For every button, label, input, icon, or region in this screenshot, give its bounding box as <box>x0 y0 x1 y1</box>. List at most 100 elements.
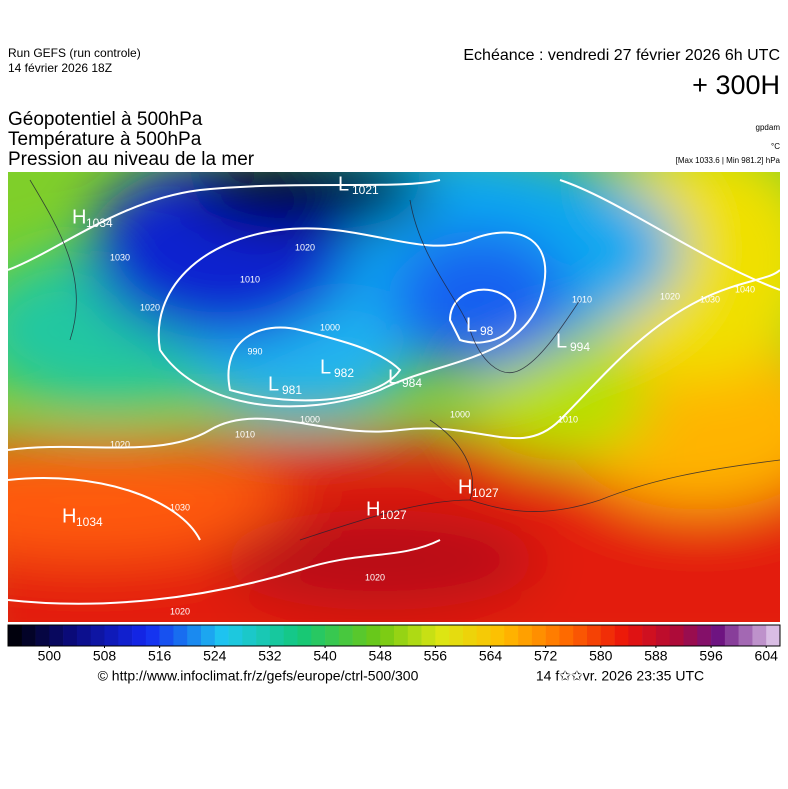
colorbar-swatch <box>531 625 546 646</box>
colorbar: 500 508 516 524 532 540 548 556 564 572 580 588 596 6… <box>7 624 781 664</box>
contour-label: 1000 <box>320 322 340 332</box>
center-value: 1034 <box>76 515 103 529</box>
title-line: Pression au niveau de la mer <box>8 149 255 170</box>
center-value: 1027 <box>380 508 407 522</box>
colorbar-swatch <box>600 625 615 646</box>
colorbar-swatch <box>90 625 105 646</box>
colorbar-swatch <box>642 625 657 646</box>
contour-label: 1030 <box>700 294 720 304</box>
colorbar-swatch <box>559 625 574 646</box>
colorbar-swatch <box>683 625 698 646</box>
colorbar-swatch <box>173 625 188 646</box>
colorbar-swatch <box>201 625 216 646</box>
colorbar-swatch <box>394 625 409 646</box>
colorbar-swatch <box>380 625 395 646</box>
colorbar-swatch <box>711 625 726 646</box>
colorbar-tick-label: 596 <box>699 648 723 664</box>
contour-label: 1030 <box>170 502 190 512</box>
contour-label: 1020 <box>140 302 160 312</box>
colorbar-tick-label: 572 <box>534 648 558 664</box>
colorbar-swatch <box>462 625 478 646</box>
center-value: 1027 <box>472 486 499 500</box>
colorbar-swatch <box>366 625 381 646</box>
title-line: Géopotentiel à 500hPa <box>8 109 203 130</box>
colorbar-tick-label: 604 <box>755 648 779 664</box>
contour-label: 1010 <box>235 429 255 439</box>
colorbar-swatch <box>35 625 50 646</box>
contour-label: 1010 <box>240 274 260 284</box>
center-letter: H <box>62 505 76 527</box>
colorbar-swatch <box>63 625 78 646</box>
colorbar-swatch <box>407 625 422 646</box>
colorbar-swatch <box>325 625 340 646</box>
contour-label: 1030 <box>110 252 130 262</box>
colorbar-swatch <box>352 625 367 646</box>
colorbar-tick-label: 524 <box>203 648 227 664</box>
center-letter: L <box>466 314 477 336</box>
colorbar-swatch <box>242 625 257 646</box>
colorbar-swatch <box>628 625 643 646</box>
colorbar-swatch <box>490 625 505 646</box>
colorbar-swatch <box>104 625 119 646</box>
colorbar-swatch <box>76 625 92 646</box>
contour-label: 1020 <box>660 291 680 301</box>
colorbar-swatch <box>738 625 753 646</box>
colorbar-tick-label: 588 <box>644 648 668 664</box>
colorbar-swatch <box>421 625 436 646</box>
colorbar-swatch <box>476 625 491 646</box>
colorbar-swatch <box>297 625 312 646</box>
contour-label: 1040 <box>735 284 755 294</box>
colorbar-tick-label: 540 <box>313 648 337 664</box>
colorbar-swatch <box>118 625 133 646</box>
colorbar-swatch <box>49 625 64 646</box>
colorbar-swatch <box>697 625 712 646</box>
center-value: 994 <box>570 340 590 354</box>
colorbar-tick-label: 548 <box>369 648 393 664</box>
colorbar-tick-label: 500 <box>38 648 62 664</box>
colorbar-swatch <box>573 625 588 646</box>
colorbar-swatch <box>228 625 243 646</box>
contour-label: 1020 <box>365 572 385 582</box>
title-line: Température à 500hPa <box>8 129 202 150</box>
colorbar-tick-label: 564 <box>479 648 503 664</box>
colorbar-swatch <box>614 625 629 646</box>
colorbar-swatch <box>587 625 602 646</box>
colorbar-swatch <box>518 625 533 646</box>
colorbar-swatch <box>724 625 739 646</box>
center-letter: H <box>72 206 86 228</box>
contour-label: 1020 <box>295 242 315 252</box>
colorbar-swatch <box>338 625 353 646</box>
center-value: 1021 <box>352 183 379 197</box>
contour-label: 1020 <box>110 439 130 449</box>
colorbar-swatch <box>214 625 229 646</box>
center-letter: L <box>388 366 399 388</box>
center-value: 984 <box>402 376 422 390</box>
colorbar-swatch <box>504 625 519 646</box>
colorbar-swatch <box>283 625 298 646</box>
colorbar-swatch <box>269 625 285 646</box>
contour-label: 990 <box>247 346 262 356</box>
center-letter: H <box>366 498 380 520</box>
colorbar-swatch <box>435 625 450 646</box>
colorbar-swatch <box>449 625 464 646</box>
map <box>8 172 780 622</box>
center-letter: L <box>556 330 567 352</box>
center-value: 1034 <box>86 216 113 230</box>
contour-label: 1000 <box>300 414 320 424</box>
colorbar-tick-label: 580 <box>589 648 613 664</box>
colorbar-swatch <box>766 625 781 646</box>
center-value: 98 <box>480 324 494 338</box>
colorbar-tick-label: 508 <box>93 648 117 664</box>
contour-label: 1010 <box>572 294 592 304</box>
center-letter: H <box>458 476 472 498</box>
colorbar-swatch <box>311 625 326 646</box>
center-value: 981 <box>282 383 302 397</box>
colorbar-swatch <box>655 625 671 646</box>
colorbar-swatch <box>8 625 23 646</box>
center-letter: L <box>338 173 349 195</box>
generated-time: 14 f✩✩vr. 2026 23:35 UTC <box>536 668 704 684</box>
unit-label: °C <box>771 142 780 151</box>
center-letter: L <box>320 356 331 378</box>
